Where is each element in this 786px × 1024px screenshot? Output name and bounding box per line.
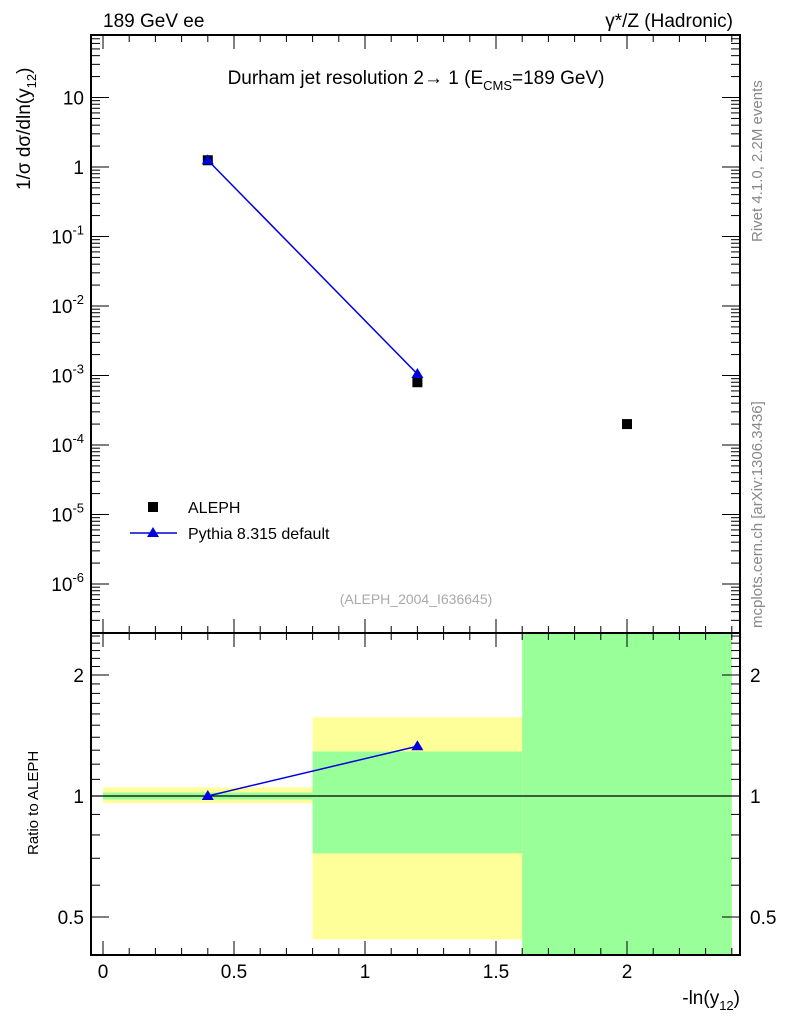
x-axis-label: -ln(y12): [682, 988, 740, 1013]
y-tick-label: 10: [63, 89, 84, 110]
ratio-frame: [90, 632, 741, 956]
header-left: 189 GeV ee: [103, 11, 204, 32]
ratio-y-tick-label-left: 2: [73, 666, 84, 687]
ratio-y-tick-label-right: 0.5: [750, 908, 776, 929]
y-tick-label: 10-1: [51, 223, 84, 249]
aleph-point: [412, 377, 423, 388]
y-tick-label: 1: [73, 158, 84, 179]
y-axis-label: 1/σ dσ/dln(y12): [14, 68, 39, 190]
y-tick-label: 10-5: [51, 501, 84, 527]
y-tick-label: 10-6: [51, 570, 84, 596]
x-tick-label: 2: [622, 962, 633, 983]
mcplots-label: mcplots.cern.ch [arXiv:1306.3436]: [749, 401, 766, 628]
ratio-y-tick-label-left: 1: [73, 787, 84, 808]
legend-label-pythia: Pythia 8.315 default: [188, 526, 330, 543]
pythia-point: [411, 368, 424, 379]
ratio-y-tick-label-left: 0.5: [58, 908, 84, 929]
legend: ALEPH Pythia 8.315 default: [130, 500, 330, 543]
x-tick-label: 0: [98, 962, 109, 983]
ratio-y-tick-label-right: 2: [750, 666, 761, 687]
aleph-point: [622, 419, 632, 430]
green-band-2: [522, 633, 732, 955]
pythia-line: [207, 159, 418, 375]
legend-label-aleph: ALEPH: [188, 500, 240, 517]
pythia-point: [201, 154, 214, 165]
ratio-y-tick-label-right: 1: [750, 787, 761, 808]
header-right: γ*/Z (Hadronic): [605, 11, 733, 32]
analysis-id: (ALEPH_2004_I636645): [340, 591, 493, 607]
y-tick-label: 10-2: [51, 292, 84, 318]
x-tick-label: 0.5: [221, 962, 247, 983]
ratio-pythia-point: [201, 790, 214, 800]
x-tick-label: 1.5: [483, 962, 509, 983]
y-tick-label: 10-4: [51, 431, 84, 457]
rivet-label: Rivet 4.1.0, 2.2M events: [749, 80, 766, 242]
x-tick-label: 1: [360, 962, 371, 983]
chart-title: Durham jet resolution 2→ 1 (ECMS=189 GeV…: [228, 68, 605, 93]
y-tick-label: 10-3: [51, 362, 84, 388]
ratio-pythia-line: [207, 745, 418, 797]
ratio-y-label: Ratio to ALEPH: [25, 751, 42, 855]
main-frame: [90, 34, 741, 634]
green-band-1: [312, 751, 523, 854]
ratio-pythia-point: [411, 740, 424, 751]
legend-marker-aleph: [148, 502, 158, 512]
legend-marker-pythia: [147, 527, 159, 537]
